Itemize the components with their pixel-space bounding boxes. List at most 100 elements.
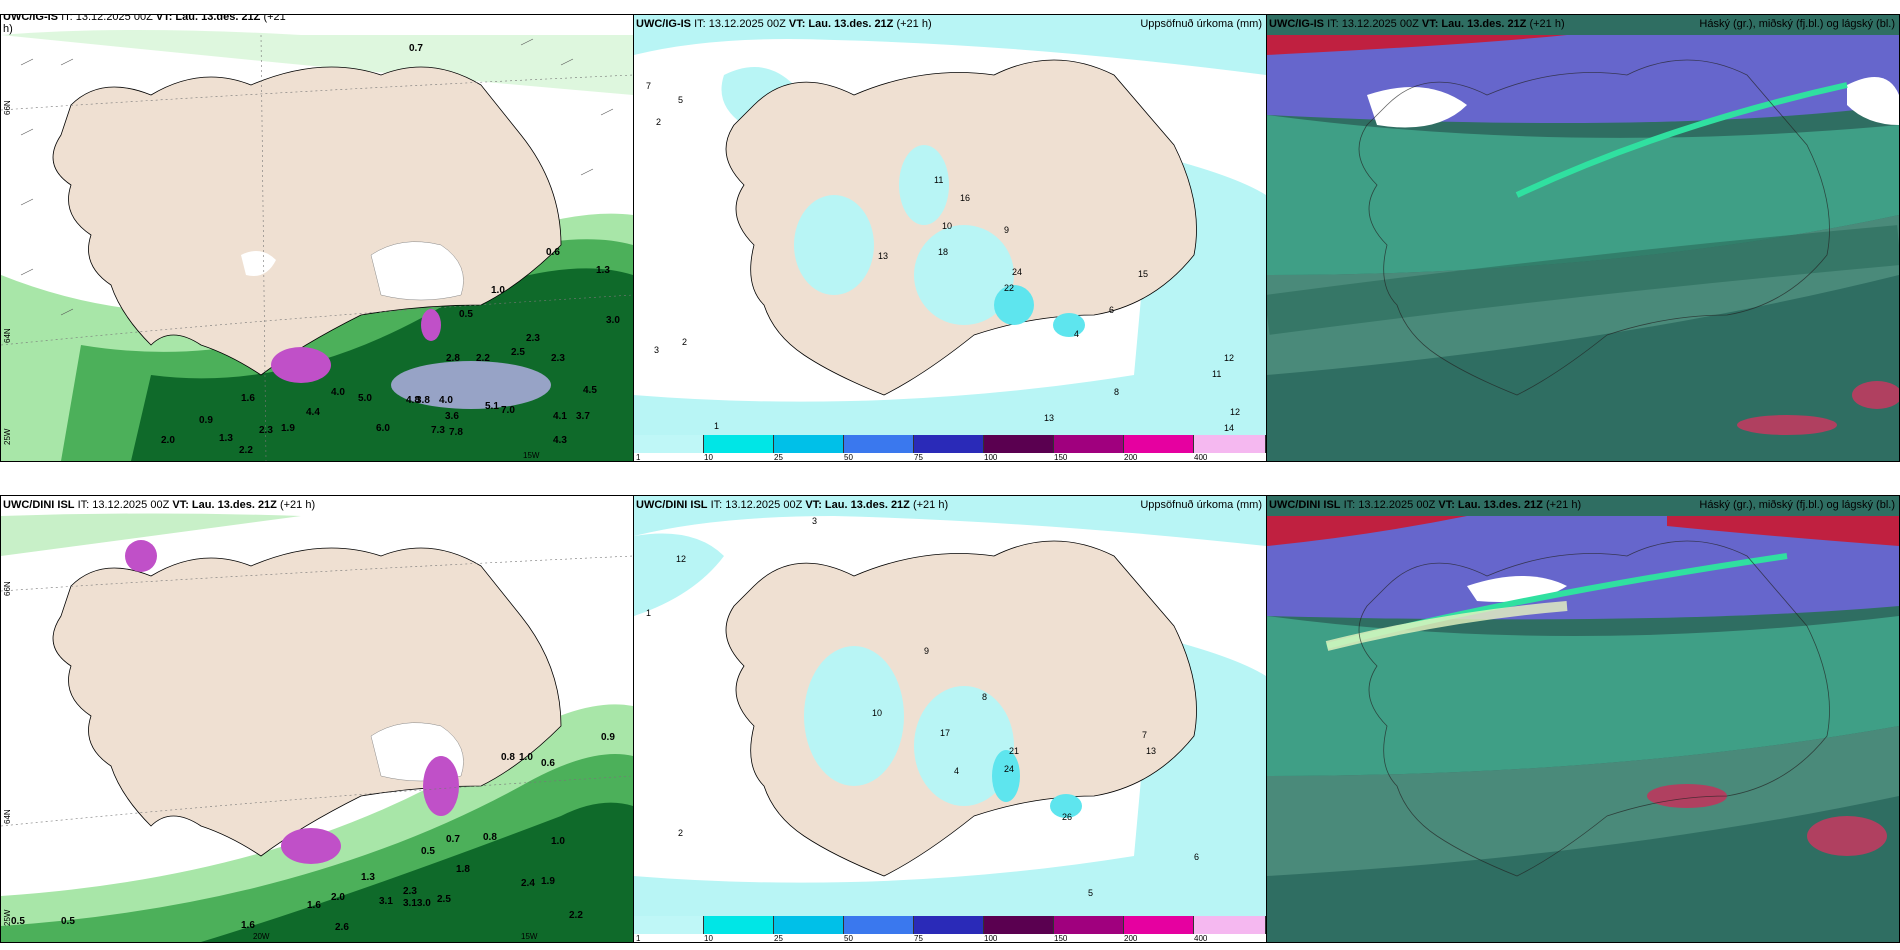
- precip-value: 4.1: [553, 411, 567, 422]
- precip-value: 6: [1109, 305, 1115, 315]
- precip-value: 13: [1044, 413, 1055, 423]
- precip-value: 3.13.0: [403, 898, 431, 909]
- precip-value: 2.3: [526, 333, 540, 344]
- precip-value: 4.0: [331, 387, 345, 398]
- precip-value: 0.5: [11, 916, 25, 927]
- colorbar-segment: [634, 435, 704, 453]
- map-wind-precip-dini: [1, 496, 633, 942]
- colorbar-label: 50: [844, 934, 853, 943]
- colorbar-segment: [914, 435, 984, 453]
- precip-value: 7.0: [501, 405, 515, 416]
- precip-value: 21: [1009, 746, 1020, 756]
- colorbar: 1 10 25 50 75 100 150 200 400: [634, 435, 1266, 461]
- colorbar-segment: [634, 916, 704, 934]
- map-wind-precip-igis: [1, 15, 633, 461]
- colorbar-label: 1: [636, 453, 641, 462]
- precip-value: 1.9: [281, 423, 295, 434]
- colorbar-label: 50: [844, 453, 853, 462]
- precip-value: 5: [678, 95, 684, 105]
- precip-value: 8: [982, 692, 988, 702]
- colorbar-segment: [1124, 916, 1194, 934]
- precip-value: 11: [934, 175, 944, 185]
- colorbar-label: 25: [774, 453, 783, 462]
- precip-value: 7: [1142, 730, 1148, 740]
- precip-value: 24: [1012, 267, 1023, 277]
- precip-value: 0.7: [409, 43, 423, 54]
- colorbar: 1 10 25 50 75 100 150 200 400: [634, 916, 1266, 942]
- precip-value: 1.6: [307, 900, 321, 911]
- precip-value: 0.6: [546, 247, 560, 258]
- colorbar-segment: [1054, 435, 1124, 453]
- panel-header: UWC/IG-IS IT: 13.12.2025 00Z VT: Lau. 13…: [636, 18, 932, 30]
- colorbar-label: 150: [1054, 453, 1068, 462]
- precip-value: 0.9: [601, 732, 615, 743]
- precip-value: 1: [646, 608, 652, 618]
- colorbar-segment: [984, 435, 1054, 453]
- lat-label: 66N: [3, 581, 12, 596]
- precip-value: 2.0: [331, 892, 345, 903]
- panel-header-lead: h): [3, 23, 13, 35]
- precip-value: 2.2: [239, 445, 253, 456]
- precip-value: 4.4: [306, 407, 320, 418]
- colorbar-segment: [1194, 435, 1266, 453]
- panel-wind-precip-dini: UWC/DINI ISL IT: 13.12.2025 00Z VT: Lau.…: [0, 495, 634, 943]
- precip-value: 13: [878, 251, 889, 261]
- colorbar-segment: [704, 435, 774, 453]
- panel-header: UWC/DINI ISL IT: 13.12.2025 00Z VT: Lau.…: [3, 499, 316, 511]
- precip-value: 10: [942, 221, 953, 231]
- precip-value: 10: [872, 708, 883, 718]
- precip-value: 0.8: [501, 752, 515, 763]
- lat-label: 66N: [3, 100, 12, 115]
- precip-value: 2: [656, 117, 662, 127]
- precip-value: 11: [1212, 369, 1222, 379]
- precip-value: 0.5: [61, 916, 75, 927]
- colorbar-segment: [844, 916, 914, 934]
- precip-value: 5.0: [358, 393, 372, 404]
- panel-title-right: Uppsöfnuð úrkoma (mm): [1140, 18, 1262, 30]
- precip-value: 4.8: [406, 395, 420, 406]
- precip-value: 1.3: [219, 433, 233, 444]
- colorbar-label: 25: [774, 934, 783, 943]
- precip-value: 1.0: [491, 285, 505, 296]
- colorbar-label: 10: [704, 934, 713, 943]
- precip-value: 2.6: [335, 922, 349, 933]
- precip-value: 1.0: [551, 836, 565, 847]
- colorbar-label: 400: [1194, 934, 1208, 943]
- precip-value: 13: [1146, 746, 1157, 756]
- precip-value: 1.6: [241, 393, 255, 404]
- precip-value: 2.2: [476, 353, 490, 364]
- precip-value: 22: [1004, 283, 1015, 293]
- precip-value: 4.5: [583, 385, 597, 396]
- lon-label: 15W: [523, 451, 540, 460]
- precip-value: 24: [1004, 764, 1015, 774]
- precip-value: 3.7: [576, 411, 590, 422]
- map-accum-precip-dini: [634, 496, 1266, 942]
- precip-value: 0.5: [459, 309, 473, 320]
- colorbar-segment: [1054, 916, 1124, 934]
- precip-value: 12: [676, 554, 687, 564]
- colorbar-segment: [984, 916, 1054, 934]
- precip-value: 9: [924, 646, 930, 656]
- panel-accum-precip-igis: UWC/IG-IS IT: 13.12.2025 00Z VT: Lau. 13…: [633, 14, 1267, 462]
- precip-value: 1.3: [596, 265, 610, 276]
- colorbar-segment: [844, 435, 914, 453]
- precip-value: 4: [954, 766, 960, 776]
- precip-value: 2.5: [437, 894, 451, 905]
- panel-title-right: Uppsöfnuð úrkoma (mm): [1140, 499, 1262, 511]
- precip-value: 7.3: [431, 425, 445, 436]
- precip-value: 14: [1224, 423, 1235, 433]
- colorbar-label: 10: [704, 453, 713, 462]
- precip-value: 1: [714, 421, 720, 431]
- lon-label: 15W: [521, 932, 538, 941]
- colorbar-label: 400: [1194, 453, 1208, 462]
- precip-value: 18: [938, 247, 949, 257]
- panel-header: UWC/IG-IS IT: 13.12.2025 00Z VT: Lau. 13…: [3, 14, 286, 23]
- precip-value: 5.1: [485, 401, 499, 412]
- panel-title-right: Háský (gr.), miðský (fj.bl.) og lágský (…: [1699, 499, 1895, 511]
- colorbar-segment: [1124, 435, 1194, 453]
- colorbar-segment: [914, 916, 984, 934]
- lat-label: 64N: [3, 809, 12, 824]
- colorbar-label: 1: [636, 934, 641, 943]
- lat-label: 64N: [3, 328, 12, 343]
- precip-value: 17: [940, 728, 951, 738]
